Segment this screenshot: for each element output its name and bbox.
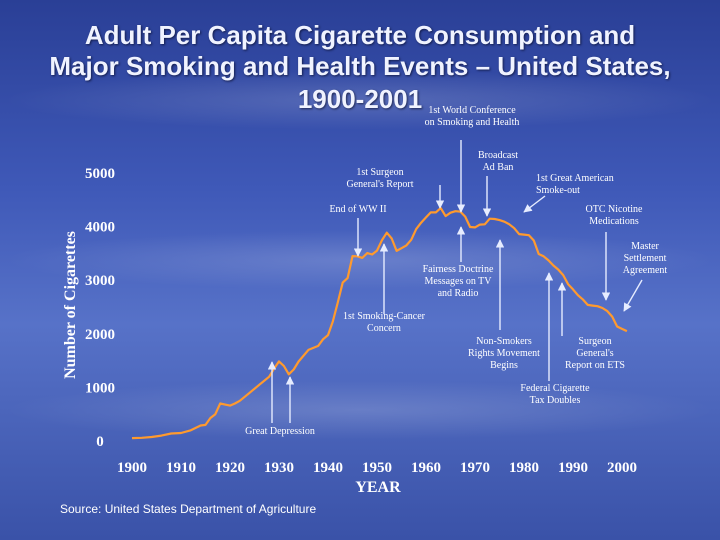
x-tick-label: 1990 (558, 460, 588, 476)
annotation-label: OTC Nicotine (586, 204, 643, 215)
annotation-label: General's Report (346, 179, 413, 190)
consumption-line (131, 207, 628, 440)
annotation-arrow (623, 279, 643, 312)
annotation: End of WW II (329, 204, 387, 257)
y-tick-label: 0 (96, 434, 104, 450)
annotation-label: Smoke-out (536, 185, 580, 196)
annotation: Great Depression (245, 376, 315, 437)
annotation-label: Great Depression (245, 426, 315, 437)
annotation-label: Messages on TV (424, 276, 492, 287)
x-tick-label: 1940 (313, 460, 343, 476)
annotation-label: Concern (367, 323, 401, 334)
annotation-label: End of WW II (329, 204, 386, 215)
annotation-label: Medications (589, 216, 639, 227)
annotation-label: Fairness Doctrine (423, 264, 494, 275)
x-tick-label: 1900 (117, 460, 147, 476)
x-tick-label: 1930 (264, 460, 294, 476)
annotation-arrow (523, 195, 546, 213)
x-tick-label: 2000 (607, 460, 637, 476)
x-tick-label: 1910 (166, 460, 196, 476)
annotation-label: Settlement (624, 253, 667, 264)
x-axis-label: YEAR (355, 479, 401, 496)
annotation-label: Surgeon (578, 336, 611, 347)
y-axis-label: Number of Cigarettes (62, 231, 79, 379)
chart-title-line1: Adult Per Capita Cigarette Consumption a… (84, 20, 636, 50)
annotation-label: Broadcast (478, 150, 518, 161)
annotation-label: and Radio (438, 288, 479, 299)
annotation-label: 1st Smoking-Cancer (343, 311, 426, 322)
annotation-label: 1st Surgeon (356, 167, 403, 178)
annotation-label: 1st Great American (536, 173, 614, 184)
x-tick-label: 1950 (362, 460, 392, 476)
series-group (131, 207, 628, 440)
x-tick-label: 1970 (460, 460, 490, 476)
annotation-label: Ad Ban (483, 162, 514, 173)
chart-title-line2: Major Smoking and Health Events – United… (49, 51, 671, 81)
x-tick-label: 1980 (509, 460, 539, 476)
annotation-label: Report on ETS (565, 360, 625, 371)
x-axis-ticks: 1900 1910 1920 1930 1940 1950 1960 1970 1980 1990… (117, 460, 637, 476)
chart-title-line3: 1900-2001 (297, 84, 423, 114)
y-tick-label: 3000 (85, 273, 115, 289)
y-axis-ticks: 0 1000 2000 3000 4000 5000 (85, 166, 115, 450)
source-note: Source: United States Department of Agri… (60, 502, 317, 516)
annotation-label: Federal Cigarette (520, 383, 590, 394)
x-tick-label: 1960 (411, 460, 441, 476)
annotation-label: General's (576, 348, 613, 359)
annotation-label: on Smoking and Health (425, 117, 520, 128)
annotation-label: Agreement (623, 265, 668, 276)
annotation-label: Begins (490, 360, 518, 371)
y-tick-label: 4000 (85, 220, 115, 236)
annotation-label: Rights Movement (468, 348, 540, 359)
y-tick-label: 5000 (85, 166, 115, 182)
annotation-label: Master (631, 241, 659, 252)
annotation-label: Tax Doubles (530, 395, 581, 406)
y-tick-label: 2000 (85, 327, 115, 343)
annotation-label: Non-Smokers (476, 336, 532, 347)
y-tick-label: 1000 (85, 380, 115, 396)
x-tick-label: 1920 (215, 460, 245, 476)
annotation-label: 1st World Conference (428, 105, 516, 116)
